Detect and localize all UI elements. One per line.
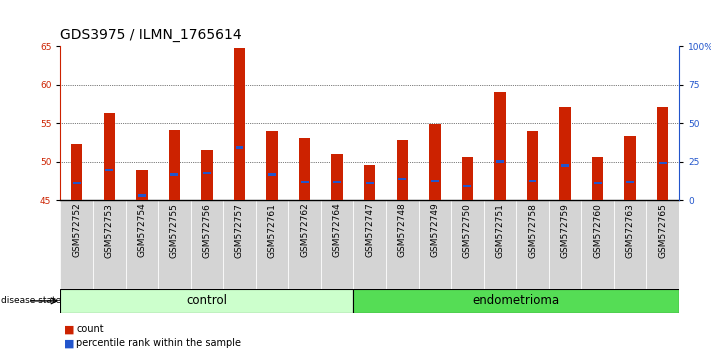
Text: GSM572748: GSM572748 xyxy=(397,202,407,257)
Text: GSM572753: GSM572753 xyxy=(105,202,114,258)
Text: disease state: disease state xyxy=(1,296,61,306)
Text: endometrioma: endometrioma xyxy=(473,295,560,307)
Bar xyxy=(594,182,602,184)
Bar xyxy=(419,200,451,289)
Text: GSM572763: GSM572763 xyxy=(626,202,635,258)
Bar xyxy=(289,200,321,289)
Bar xyxy=(256,200,289,289)
Bar xyxy=(657,107,668,200)
Text: GSM572760: GSM572760 xyxy=(593,202,602,258)
Text: GSM572754: GSM572754 xyxy=(137,202,146,257)
Bar xyxy=(201,150,213,200)
Bar xyxy=(386,200,419,289)
Bar xyxy=(365,182,374,184)
Bar xyxy=(626,181,634,183)
Bar xyxy=(71,144,82,200)
Bar xyxy=(321,200,353,289)
Bar xyxy=(353,200,386,289)
Text: count: count xyxy=(76,324,104,334)
Bar xyxy=(624,136,636,200)
Bar xyxy=(364,165,375,200)
Bar xyxy=(331,154,343,200)
Bar xyxy=(105,169,113,171)
Bar xyxy=(464,185,471,187)
Bar xyxy=(138,194,146,196)
Bar xyxy=(169,130,180,200)
Text: GDS3975 / ILMN_1765614: GDS3975 / ILMN_1765614 xyxy=(60,28,242,42)
Bar xyxy=(104,113,115,200)
Text: GSM572747: GSM572747 xyxy=(365,202,374,257)
Bar xyxy=(223,200,256,289)
Text: ■: ■ xyxy=(64,338,75,348)
Bar xyxy=(73,182,81,184)
Bar xyxy=(333,181,341,183)
Bar xyxy=(451,200,483,289)
Bar xyxy=(658,162,667,164)
Text: GSM572761: GSM572761 xyxy=(267,202,277,258)
Bar xyxy=(592,157,604,200)
Bar xyxy=(171,173,178,176)
Bar xyxy=(234,48,245,200)
Bar xyxy=(301,181,309,183)
Bar xyxy=(528,179,537,182)
Bar xyxy=(60,289,353,313)
Bar xyxy=(614,200,646,289)
Text: GSM572750: GSM572750 xyxy=(463,202,472,258)
Bar xyxy=(267,131,278,200)
Text: GSM572757: GSM572757 xyxy=(235,202,244,258)
Bar xyxy=(582,200,614,289)
Text: GSM572749: GSM572749 xyxy=(430,202,439,257)
Bar xyxy=(461,157,473,200)
Bar xyxy=(268,173,276,176)
Bar xyxy=(646,200,679,289)
Bar xyxy=(93,200,126,289)
Bar xyxy=(516,200,549,289)
Text: ■: ■ xyxy=(64,324,75,334)
Bar xyxy=(527,131,538,200)
Text: percentile rank within the sample: percentile rank within the sample xyxy=(76,338,241,348)
Bar xyxy=(561,164,569,166)
Bar xyxy=(136,170,147,200)
Bar xyxy=(203,172,211,174)
Bar xyxy=(549,200,582,289)
Text: GSM572752: GSM572752 xyxy=(73,202,81,257)
Text: GSM572751: GSM572751 xyxy=(496,202,504,258)
Text: control: control xyxy=(186,295,228,307)
Bar xyxy=(483,200,516,289)
Bar xyxy=(397,140,408,200)
Text: GSM572764: GSM572764 xyxy=(333,202,342,257)
Text: GSM572759: GSM572759 xyxy=(560,202,570,258)
Bar xyxy=(299,138,310,200)
Bar xyxy=(158,200,191,289)
Bar xyxy=(191,200,223,289)
Text: GSM572765: GSM572765 xyxy=(658,202,667,258)
Text: GSM572758: GSM572758 xyxy=(528,202,537,258)
Bar xyxy=(235,147,243,149)
Bar xyxy=(496,160,504,163)
Text: GSM572755: GSM572755 xyxy=(170,202,179,258)
Bar xyxy=(429,124,441,200)
Bar xyxy=(560,107,571,200)
Bar xyxy=(60,200,93,289)
Bar xyxy=(353,289,679,313)
Text: GSM572762: GSM572762 xyxy=(300,202,309,257)
Bar xyxy=(398,178,406,181)
Bar xyxy=(431,179,439,182)
Bar xyxy=(126,200,158,289)
Bar xyxy=(494,92,506,200)
Text: GSM572756: GSM572756 xyxy=(203,202,211,258)
